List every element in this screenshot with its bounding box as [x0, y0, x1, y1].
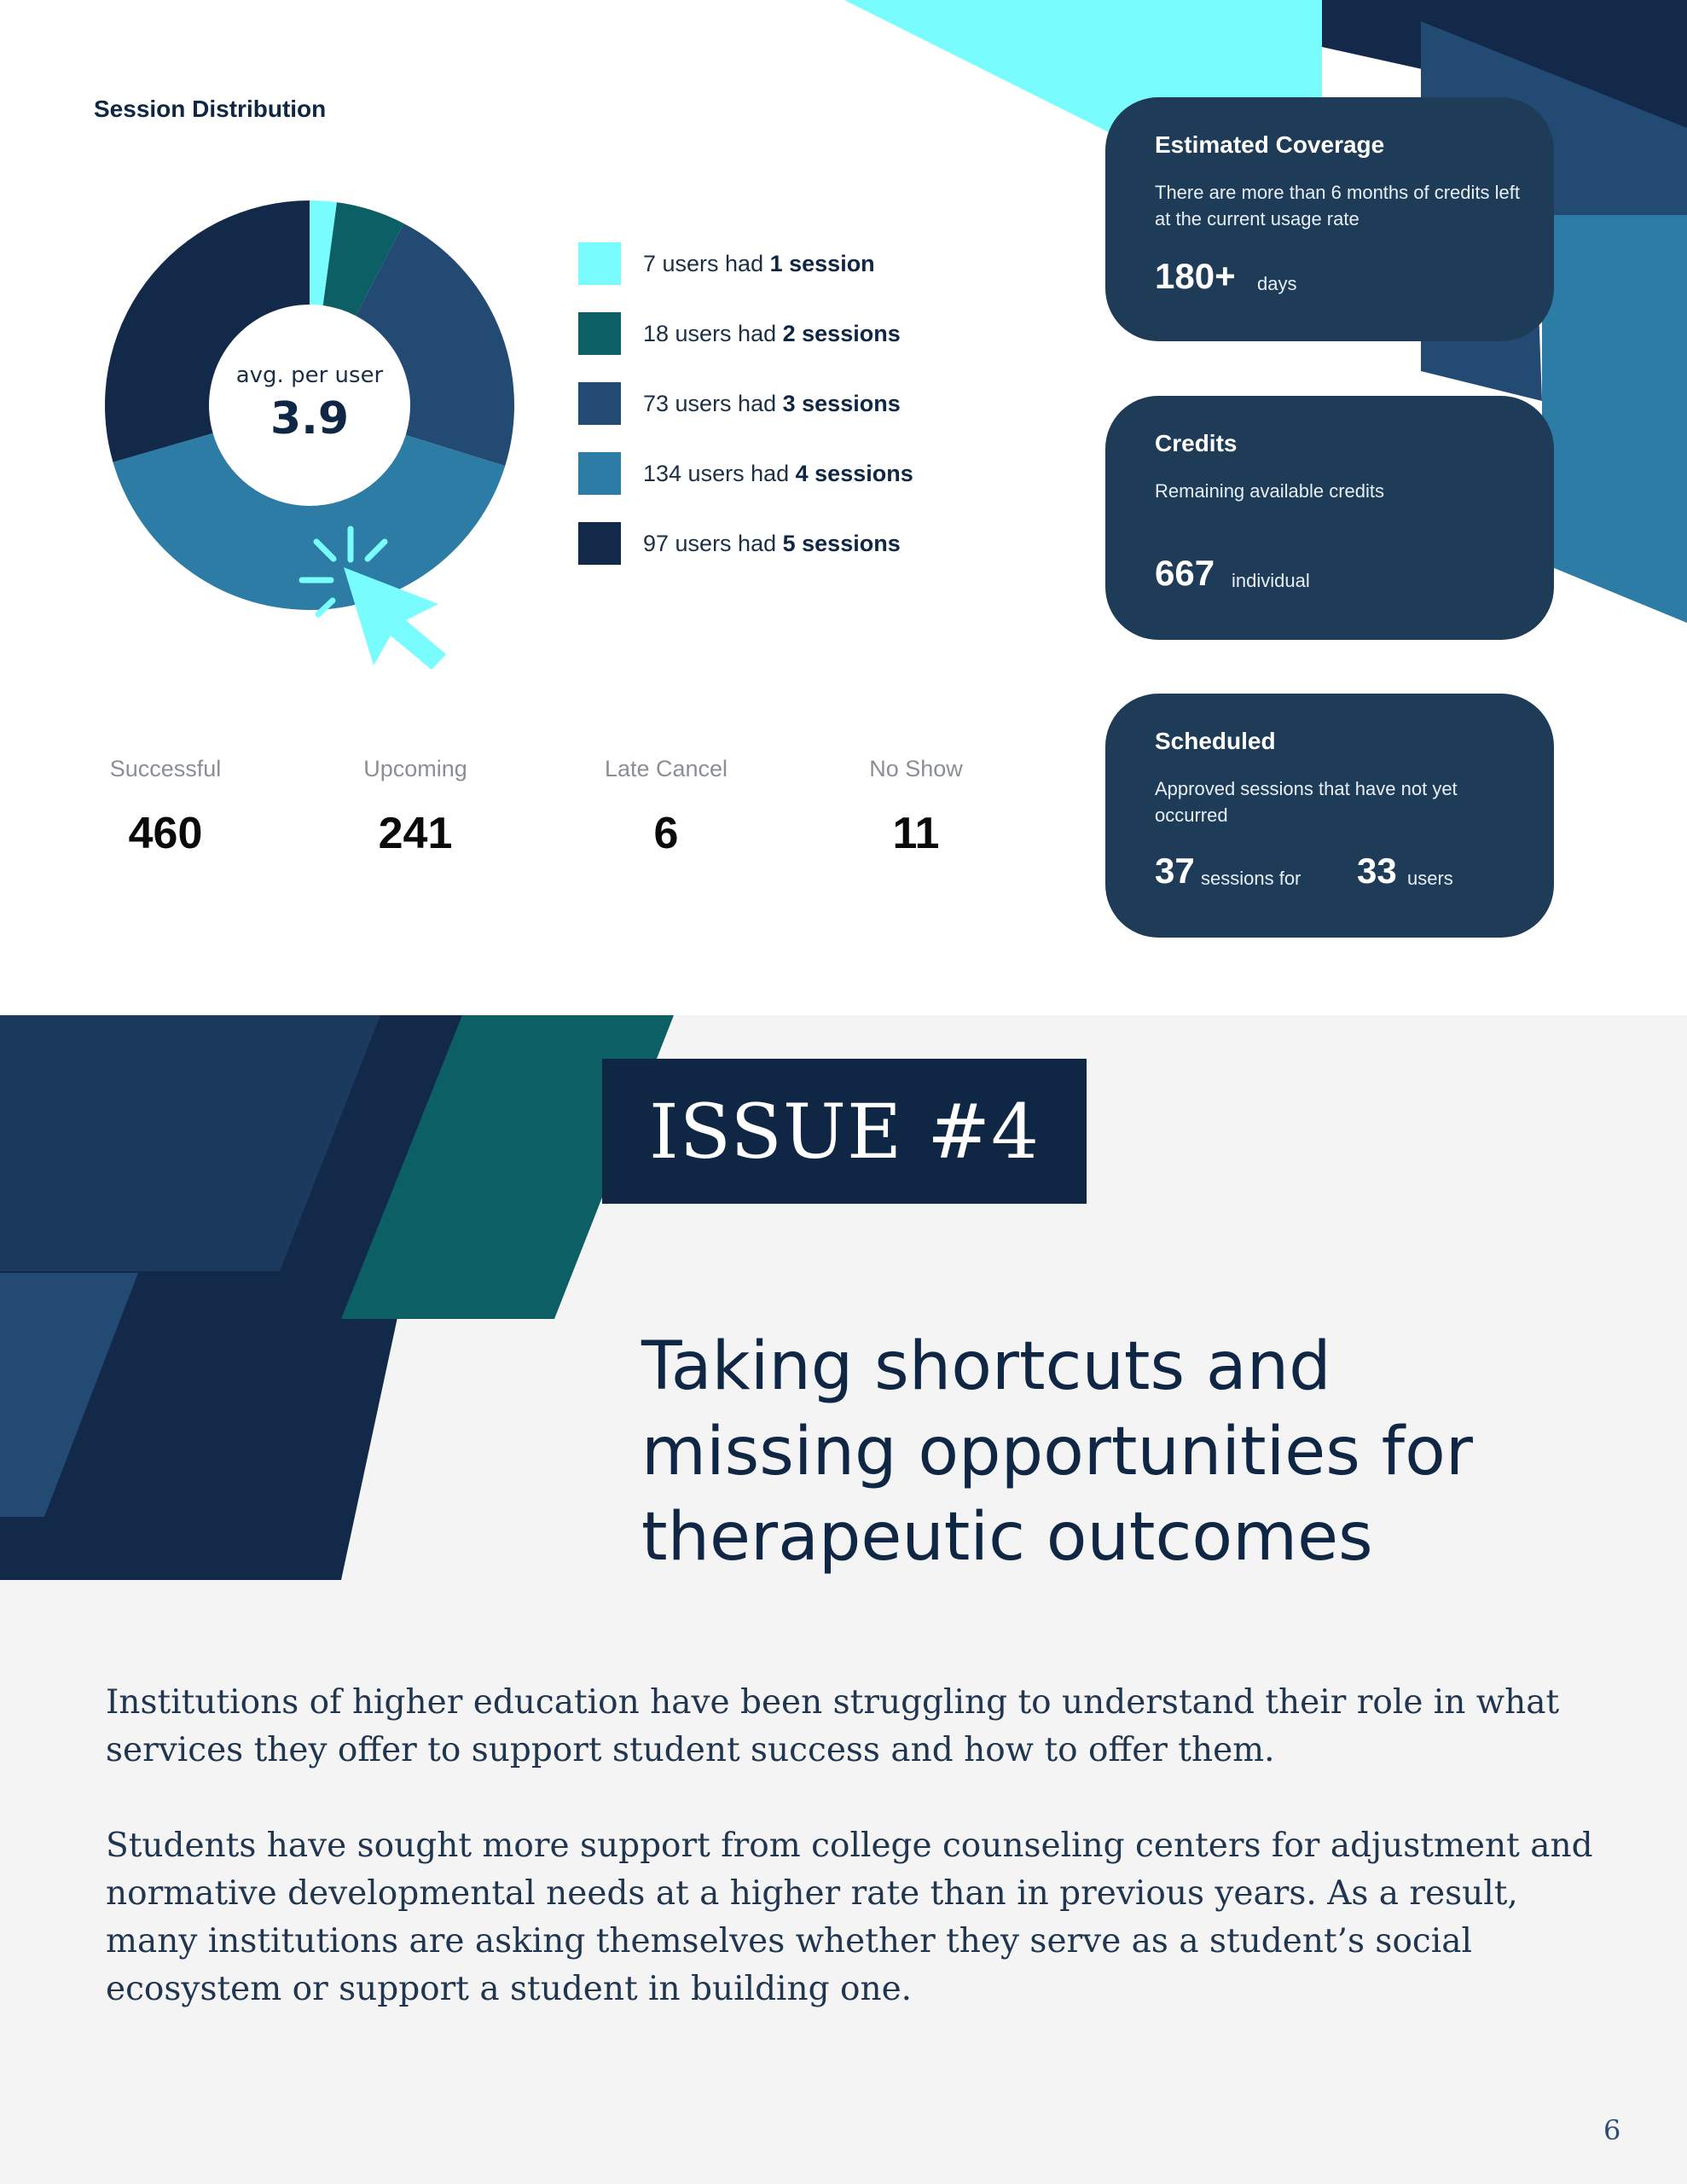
legend-swatch	[578, 382, 621, 425]
legend-prefix: 18 users had	[643, 320, 777, 346]
card-unit: individual	[1232, 570, 1310, 591]
stat-value: 460	[128, 809, 203, 858]
stat-label: Late Cancel	[604, 756, 728, 781]
session-donut-chart: avg. per user 3.9	[104, 200, 514, 670]
legend-item: 97 users had 5 sessions	[578, 522, 913, 565]
page-number: 6	[1603, 2114, 1621, 2146]
legend-prefix: 73 users had	[643, 390, 777, 416]
legend-sessions: 3 sessions	[782, 390, 901, 416]
legend-prefix: 97 users had	[643, 530, 777, 556]
stat-label: Successful	[109, 756, 222, 781]
legend-text: 7 users had 1 session	[643, 251, 875, 277]
stat-label: No Show	[869, 756, 963, 781]
section-title: Session Distribution	[94, 96, 327, 122]
legend-item: 7 users had 1 session	[578, 242, 913, 285]
paragraph-line: many institutions are asking themselves …	[106, 1922, 1472, 1960]
card-description: Remaining available credits	[1155, 480, 1385, 502]
legend-text: 134 users had 4 sessions	[643, 461, 913, 487]
stat-label: Upcoming	[363, 756, 467, 781]
stat-value: 6	[653, 809, 679, 858]
donut-slice	[356, 223, 514, 467]
card-unit: days	[1257, 273, 1297, 294]
paragraph-line: Students have sought more support from c…	[106, 1827, 1593, 1865]
legend-item: 18 users had 2 sessions	[578, 312, 913, 355]
legend-sessions: 1 session	[769, 250, 875, 276]
card-title: Estimated Coverage	[1155, 131, 1385, 158]
legend-text: 18 users had 2 sessions	[643, 321, 901, 347]
body-paragraph-1: Institutions of higher education have be…	[106, 1679, 1615, 1774]
card-users-value: 33	[1357, 851, 1397, 891]
legend-swatch	[578, 452, 621, 495]
card-value: 180+	[1155, 256, 1236, 296]
legend-text: 73 users had 3 sessions	[643, 391, 901, 417]
legend-prefix: 134 users had	[643, 460, 790, 486]
legend-prefix: 7 users had	[643, 250, 764, 276]
stat-value: 241	[378, 809, 453, 858]
card-sessions-value: 37	[1155, 851, 1195, 891]
stat-no-show: No Show 11	[814, 756, 1018, 859]
donut-slice	[310, 200, 337, 306]
stat-successful: Successful 460	[63, 756, 268, 859]
donut-slice	[104, 200, 310, 462]
donut-center-value: 3.9	[270, 393, 349, 444]
estimated-coverage-card: Estimated Coverage There are more than 6…	[1105, 97, 1554, 341]
legend-item: 73 users had 3 sessions	[578, 382, 913, 425]
paragraph-line: ecosystem or support a student in buildi…	[106, 1970, 913, 2008]
legend-item: 134 users had 4 sessions	[578, 452, 913, 495]
card-value: 667	[1155, 553, 1215, 593]
paragraph-line: normative developmental needs at a highe…	[106, 1874, 1518, 1913]
paragraph-line: Institutions of higher education have be…	[106, 1683, 1560, 1722]
slate-block	[0, 1015, 380, 1271]
legend-swatch	[578, 242, 621, 285]
legend-sessions: 5 sessions	[782, 530, 901, 556]
donut-slice	[322, 202, 404, 317]
card-users-unit: users	[1407, 868, 1453, 889]
issue-label: ISSUE #4	[649, 1087, 1040, 1176]
legend-swatch	[578, 312, 621, 355]
headline-line: therapeutic outcomes	[641, 1499, 1373, 1576]
credits-card: Credits Remaining available credits 667 …	[1105, 396, 1554, 640]
stat-late-cancel: Late Cancel 6	[564, 756, 768, 859]
issue-banner: ISSUE #4	[602, 1059, 1087, 1204]
card-description: There are more than 6 months of credits …	[1155, 182, 1520, 229]
legend-text: 97 users had 5 sessions	[643, 531, 901, 557]
card-description: Approved sessions that have not yet occu…	[1155, 778, 1458, 826]
decorative-shapes-bottom	[0, 1015, 1687, 2184]
paragraph-line: services they offer to support student s…	[106, 1731, 1275, 1769]
scheduled-card: Scheduled Approved sessions that have no…	[1105, 694, 1554, 938]
cursor-click-icon	[299, 526, 446, 670]
card-title: Scheduled	[1155, 728, 1276, 754]
legend-swatch	[578, 522, 621, 565]
stat-value: 11	[892, 809, 940, 858]
teal-block	[341, 1015, 674, 1319]
blue-strip	[0, 1273, 138, 1517]
steel-band	[1542, 215, 1687, 623]
body-paragraph-2: Students have sought more support from c…	[106, 1822, 1615, 2013]
issue-headline: Taking shortcuts and missing opportuniti…	[641, 1324, 1614, 1580]
session-legend: 7 users had 1 session 18 users had 2 sess…	[578, 242, 913, 592]
card-title: Credits	[1155, 430, 1238, 456]
donut-slice	[113, 433, 506, 611]
donut-center-label: avg. per user	[236, 363, 384, 388]
legend-sessions: 2 sessions	[782, 320, 901, 346]
headline-line: Taking shortcuts and	[641, 1328, 1331, 1405]
headline-line: missing opportunities for	[641, 1414, 1473, 1490]
card-sessions-unit: sessions for	[1201, 868, 1301, 889]
stat-upcoming: Upcoming 241	[313, 756, 518, 859]
legend-sessions: 4 sessions	[795, 460, 913, 486]
